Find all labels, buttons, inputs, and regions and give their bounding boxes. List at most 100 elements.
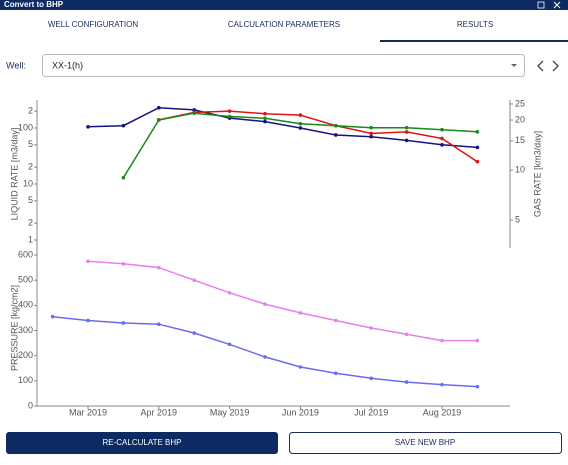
data-point	[334, 318, 338, 323]
data-point	[86, 259, 90, 264]
y-tick-label: 1	[28, 234, 33, 244]
data-point	[263, 119, 267, 124]
y-tick-label: 600	[18, 249, 33, 259]
well-label: Well:	[6, 60, 26, 70]
data-point	[263, 355, 267, 359]
data-point	[334, 133, 338, 137]
y-tick-label: 200	[18, 350, 33, 360]
maximize-button[interactable]	[537, 1, 545, 9]
tab-underline	[380, 40, 568, 42]
data-point	[475, 145, 480, 150]
data-point	[369, 125, 374, 130]
title-bar	[0, 0, 568, 10]
y-tick-label: 2	[28, 162, 33, 172]
series-line	[52, 315, 478, 388]
tab-bar	[0, 10, 568, 42]
data-point	[192, 331, 196, 335]
data-point	[227, 109, 232, 113]
y-axis-title: PRESSURE [kg/cm2]	[9, 285, 19, 371]
tab[interactable]: WELL CONFIGURATION	[48, 20, 138, 29]
window-title: Convert to BHP	[4, 0, 64, 9]
data-point	[440, 127, 444, 132]
tab-active[interactable]: RESULTS	[457, 20, 493, 29]
data-point	[440, 382, 444, 387]
y-tick-label: 500	[18, 275, 33, 285]
data-point	[334, 123, 338, 128]
y-tick-label: 100	[18, 122, 33, 132]
y-tick-label: 2	[28, 106, 33, 116]
data-point	[404, 125, 409, 130]
data-point	[157, 322, 161, 327]
data-point	[50, 314, 55, 319]
data-point	[334, 371, 338, 376]
y-tick-label: 300	[18, 325, 33, 335]
recalculate-button[interactable]	[6, 432, 278, 454]
data-point	[475, 384, 480, 389]
x-tick-label: Jul 2019	[354, 407, 388, 417]
data-point	[475, 338, 480, 343]
data-point	[475, 159, 480, 164]
data-point	[121, 123, 126, 128]
data-point	[404, 130, 409, 134]
y-tick-label: 20	[515, 114, 525, 124]
x-tick-label: Jun 2019	[282, 407, 319, 417]
button-label: RE-CALCULATE BHP	[103, 438, 182, 447]
y-tick-label: 15	[515, 135, 525, 145]
data-point	[157, 118, 161, 122]
series-line	[158, 110, 478, 163]
data-point	[298, 311, 303, 315]
data-point	[192, 111, 196, 115]
prev-button[interactable]	[537, 60, 544, 72]
data-point	[121, 262, 126, 266]
y-tick-label: 10	[515, 164, 525, 174]
data-point	[475, 129, 480, 134]
y-tick-label: 0	[28, 400, 33, 410]
well-select[interactable]	[42, 54, 525, 77]
data-point	[121, 321, 126, 325]
data-point	[86, 318, 90, 323]
data-point	[298, 126, 303, 130]
data-point	[121, 175, 126, 180]
data-point	[440, 136, 444, 141]
data-point	[404, 380, 409, 384]
data-point	[440, 143, 444, 147]
data-point	[369, 326, 374, 330]
button-label: SAVE NEW BHP	[395, 438, 455, 447]
save-button[interactable]	[289, 432, 562, 454]
series-line	[87, 106, 478, 149]
tab[interactable]: CALCULATION PARAMETERS	[228, 20, 340, 29]
data-point	[227, 290, 232, 295]
data-point	[192, 278, 196, 282]
x-tick-label: Apr 2019	[141, 407, 178, 417]
dropdown-arrow	[511, 64, 517, 67]
y2-axis-title: GAS RATE [km3/day]	[532, 131, 542, 217]
data-point	[369, 376, 374, 381]
y-tick-label: 5	[28, 195, 33, 205]
data-point	[440, 338, 444, 343]
data-point	[369, 134, 374, 139]
data-point	[86, 125, 90, 129]
x-tick-label: Aug 2019	[423, 407, 462, 417]
y-tick-label: 25	[515, 98, 525, 108]
y-tick-label: 5	[515, 215, 520, 225]
data-point	[404, 138, 409, 143]
data-point	[263, 116, 267, 121]
data-point	[298, 113, 303, 117]
y-tick-label: 2	[28, 218, 33, 228]
data-point	[263, 302, 267, 306]
y-tick-label: 5	[28, 139, 33, 149]
y-tick-label: 400	[18, 300, 33, 310]
data-point	[227, 114, 232, 119]
y-tick-label: 10	[23, 178, 33, 188]
x-tick-label: May 2019	[210, 407, 250, 417]
well-value: XX-1(h)	[52, 60, 83, 70]
close-button[interactable]	[553, 1, 561, 9]
data-point	[157, 265, 161, 270]
data-point	[157, 105, 161, 110]
data-point	[298, 365, 303, 369]
next-button[interactable]	[552, 60, 559, 72]
data-point	[227, 342, 232, 347]
data-point	[369, 131, 374, 136]
data-point	[298, 121, 303, 126]
